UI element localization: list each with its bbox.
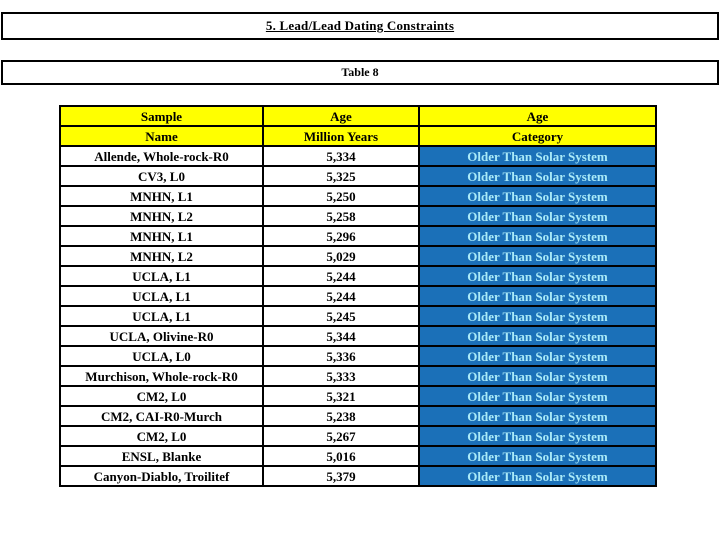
category-cell: Older Than Solar System bbox=[418, 345, 657, 367]
table-header: Sample Age Age Name Million Years Catego… bbox=[59, 105, 657, 147]
table-row: UCLA, L1 5,244 Older Than Solar System bbox=[59, 265, 657, 287]
category-cell: Older Than Solar System bbox=[418, 225, 657, 247]
age-cell: 5,244 bbox=[262, 285, 420, 307]
table-row: MNHN, L1 5,250 Older Than Solar System bbox=[59, 185, 657, 207]
category-cell: Older Than Solar System bbox=[418, 445, 657, 467]
category-cell: Older Than Solar System bbox=[418, 405, 657, 427]
category-cell: Older Than Solar System bbox=[418, 365, 657, 387]
category-cell: Older Than Solar System bbox=[418, 245, 657, 267]
sample-name-cell: ENSL, Blanke bbox=[59, 445, 264, 467]
header-sample-line1: Sample bbox=[59, 105, 264, 127]
age-cell: 5,344 bbox=[262, 325, 420, 347]
category-cell: Older Than Solar System bbox=[418, 265, 657, 287]
sample-name-cell: Allende, Whole-rock-R0 bbox=[59, 145, 264, 167]
table-row: UCLA, L1 5,244 Older Than Solar System bbox=[59, 285, 657, 307]
header-category-line2: Category bbox=[418, 125, 657, 147]
category-cell: Older Than Solar System bbox=[418, 325, 657, 347]
table-row: Murchison, Whole-rock-R0 5,333 Older Than … bbox=[59, 365, 657, 387]
age-cell: 5,321 bbox=[262, 385, 420, 407]
sample-name-cell: MNHN, L2 bbox=[59, 205, 264, 227]
category-cell: Older Than Solar System bbox=[418, 285, 657, 307]
sample-name-cell: CM2, CAI-R0-Murch bbox=[59, 405, 264, 427]
sample-name-cell: MNHN, L1 bbox=[59, 225, 264, 247]
age-cell: 5,244 bbox=[262, 265, 420, 287]
sample-name-cell: CM2, L0 bbox=[59, 425, 264, 447]
header-age-line2: Million Years bbox=[262, 125, 420, 147]
table-row: Allende, Whole-rock-R0 5,334 Older Than So… bbox=[59, 145, 657, 167]
category-cell: Older Than Solar System bbox=[418, 425, 657, 447]
table-row: UCLA, L1 5,245 Older Than Solar System bbox=[59, 305, 657, 327]
sample-name-cell: MNHN, L1 bbox=[59, 185, 264, 207]
sample-name-cell: UCLA, L1 bbox=[59, 305, 264, 327]
sample-name-cell: MNHN, L2 bbox=[59, 245, 264, 267]
age-cell: 5,379 bbox=[262, 465, 420, 487]
category-cell: Older Than Solar System bbox=[418, 205, 657, 227]
table-row: CM2, L0 5,267 Older Than Solar System bbox=[59, 425, 657, 447]
sample-name-cell: CM2, L0 bbox=[59, 385, 264, 407]
sample-name-cell: Murchison, Whole-rock-R0 bbox=[59, 365, 264, 387]
age-cell: 5,029 bbox=[262, 245, 420, 267]
sample-name-cell: UCLA, Olivine-R0 bbox=[59, 325, 264, 347]
sample-name-cell: UCLA, L1 bbox=[59, 265, 264, 287]
sample-name-cell: UCLA, L1 bbox=[59, 285, 264, 307]
table-label: Table 8 bbox=[341, 65, 379, 79]
table-row: MNHN, L2 5,029 Older Than Solar System bbox=[59, 245, 657, 267]
table-row: CV3, L0 5,325 Older Than Solar System bbox=[59, 165, 657, 187]
category-cell: Older Than Solar System bbox=[418, 145, 657, 167]
header-row-2: Name Million Years Category bbox=[59, 125, 657, 147]
header-category-line1: Age bbox=[418, 105, 657, 127]
table-body: Allende, Whole-rock-R0 5,334 Older Than So… bbox=[59, 145, 657, 487]
header-sample-line2: Name bbox=[59, 125, 264, 147]
category-cell: Older Than Solar System bbox=[418, 305, 657, 327]
sample-name-cell: UCLA, L0 bbox=[59, 345, 264, 367]
category-cell: Older Than Solar System bbox=[418, 165, 657, 187]
header-row-1: Sample Age Age bbox=[59, 105, 657, 127]
table-row: ENSL, Blanke 5,016 Older Than Solar System bbox=[59, 445, 657, 467]
table-row: UCLA, L0 5,336 Older Than Solar System bbox=[59, 345, 657, 367]
category-cell: Older Than Solar System bbox=[418, 185, 657, 207]
lead-dating-table: Sample Age Age Name Million Years Catego… bbox=[59, 105, 657, 487]
age-cell: 5,258 bbox=[262, 205, 420, 227]
slide-title: 5. Lead/Lead Dating Constraints bbox=[265, 18, 455, 33]
header-age-line1: Age bbox=[262, 105, 420, 127]
table-row: MNHN, L1 5,296 Older Than Solar System bbox=[59, 225, 657, 247]
age-cell: 5,245 bbox=[262, 305, 420, 327]
table-row: CM2, L0 5,321 Older Than Solar System bbox=[59, 385, 657, 407]
age-cell: 5,336 bbox=[262, 345, 420, 367]
age-cell: 5,334 bbox=[262, 145, 420, 167]
category-cell: Older Than Solar System bbox=[418, 385, 657, 407]
table-row: MNHN, L2 5,258 Older Than Solar System bbox=[59, 205, 657, 227]
age-cell: 5,250 bbox=[262, 185, 420, 207]
sample-name-cell: Canyon-Diablo, Troilitef bbox=[59, 465, 264, 487]
category-cell: Older Than Solar System bbox=[418, 465, 657, 487]
slide-title-box: 5. Lead/Lead Dating Constraints bbox=[1, 12, 719, 40]
age-cell: 5,238 bbox=[262, 405, 420, 427]
table-label-box: Table 8 bbox=[1, 60, 719, 85]
age-cell: 5,016 bbox=[262, 445, 420, 467]
age-cell: 5,333 bbox=[262, 365, 420, 387]
age-cell: 5,325 bbox=[262, 165, 420, 187]
age-cell: 5,296 bbox=[262, 225, 420, 247]
sample-name-cell: CV3, L0 bbox=[59, 165, 264, 187]
table-row: UCLA, Olivine-R0 5,344 Older Than Solar Sy… bbox=[59, 325, 657, 347]
table-row: CM2, CAI-R0-Murch 5,238 Older Than Solar S… bbox=[59, 405, 657, 427]
age-cell: 5,267 bbox=[262, 425, 420, 447]
table-row: Canyon-Diablo, Troilitef 5,379 Older Than … bbox=[59, 465, 657, 487]
